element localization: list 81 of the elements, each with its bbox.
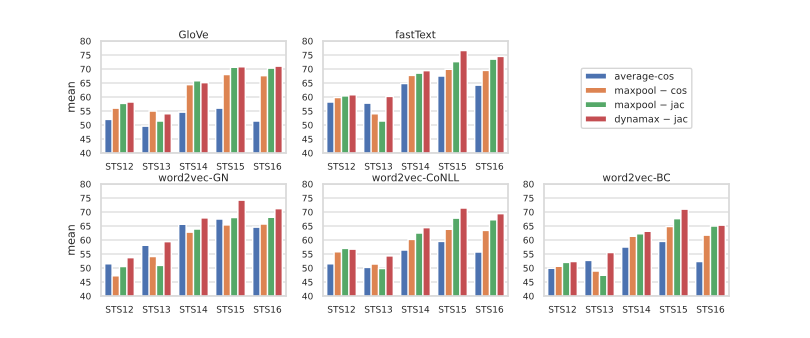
chart-title: fastText [395, 30, 436, 38]
y-tick-label: 45 [80, 136, 90, 143]
y-tick-label: 80 [302, 38, 313, 45]
y-tick-label: 65 [523, 222, 534, 230]
x-tick-label: STS16 [476, 306, 504, 313]
y-tick-label: 55 [302, 108, 312, 115]
y-axis-title: mean [68, 82, 75, 112]
y-tick-label: 75 [80, 194, 90, 202]
y-tick-label: 40 [80, 150, 91, 157]
y-tick-label: 70 [302, 208, 313, 216]
y-tick-label: 65 [80, 80, 90, 87]
y-tick-label: 80 [523, 180, 534, 188]
x-tick-label: STS13 [364, 162, 392, 170]
x-tick-label: STS15 [216, 306, 244, 313]
chart-title: word2vec-GN [158, 173, 228, 182]
x-tick-label: STS15 [438, 162, 466, 170]
y-tick-label: 45 [302, 136, 312, 143]
y-tick-label: 50 [523, 264, 534, 272]
x-tick-label: STS12 [106, 306, 133, 313]
y-tick-label: 80 [302, 180, 313, 188]
y-tick-label: 80 [80, 38, 91, 45]
chart-title: word2vec-CoNLL [372, 173, 460, 182]
y-tick-label: 70 [302, 66, 313, 73]
legend-label: maxpool − cos [615, 86, 687, 96]
x-tick-label: STS12 [328, 306, 355, 313]
y-tick-label: 65 [80, 222, 90, 230]
x-tick-label: STS13 [142, 162, 170, 170]
x-tick-label: STS14 [180, 162, 208, 170]
x-tick-label: STS13 [586, 306, 614, 313]
y-tick-label: 60 [302, 94, 313, 101]
x-tick-label: STS16 [696, 306, 724, 313]
y-tick-label: 70 [80, 208, 91, 216]
chart-title: word2vec-BC [602, 173, 670, 182]
y-tick-label: 80 [80, 180, 91, 188]
legend-label: average-cos [614, 74, 674, 82]
y-tick-label: 75 [80, 52, 90, 59]
y-tick-label: 55 [80, 108, 90, 115]
y-tick-label: 40 [302, 150, 313, 157]
y-tick-label: 40 [302, 292, 313, 300]
y-tick-label: 45 [523, 278, 534, 286]
y-tick-label: 75 [302, 52, 312, 59]
x-tick-label: STS12 [106, 162, 133, 170]
y-tick-label: 55 [302, 250, 312, 258]
y-tick-label: 70 [524, 208, 534, 216]
x-tick-label: STS12 [328, 162, 355, 170]
y-tick-label: 50 [80, 122, 91, 129]
y-tick-label: 65 [302, 222, 312, 230]
x-tick-label: STS16 [254, 306, 282, 313]
y-tick-label: 60 [80, 236, 91, 244]
x-tick-label: STS13 [142, 306, 170, 313]
y-tick-label: 75 [302, 194, 312, 202]
y-tick-label: 60 [80, 94, 91, 101]
legend-label: maxpool − jac [615, 100, 684, 110]
y-axis-title: mean [68, 225, 75, 255]
x-tick-label: STS15 [216, 162, 244, 170]
y-tick-label: 45 [302, 278, 312, 286]
legend-label: dynamax − jac [614, 114, 688, 124]
y-tick-label: 55 [523, 250, 534, 258]
x-tick-label: STS16 [254, 162, 282, 170]
x-tick-label: STS14 [180, 306, 208, 313]
x-tick-label: STS14 [622, 306, 650, 313]
y-tick-label: 50 [80, 264, 91, 272]
y-tick-label: 60 [523, 236, 534, 244]
y-tick-label: 45 [80, 278, 90, 286]
y-tick-label: 65 [302, 80, 312, 87]
y-tick-label: 75 [524, 194, 534, 202]
x-tick-label: STS14 [402, 306, 430, 313]
chart-title: GloVe [179, 30, 208, 38]
y-tick-label: 55 [80, 250, 90, 258]
x-tick-label: STS16 [476, 162, 504, 170]
y-tick-label: 50 [302, 264, 313, 272]
x-tick-label: STS15 [438, 306, 466, 313]
x-tick-label: STS14 [402, 162, 430, 170]
x-tick-label: STS13 [364, 306, 392, 313]
x-tick-label: STS15 [660, 306, 687, 313]
y-tick-label: 40 [523, 292, 534, 300]
y-tick-label: 40 [80, 292, 91, 300]
y-tick-label: 60 [302, 236, 313, 244]
y-tick-label: 70 [80, 66, 91, 73]
x-tick-label: STS12 [548, 306, 576, 313]
y-tick-label: 50 [302, 122, 313, 129]
